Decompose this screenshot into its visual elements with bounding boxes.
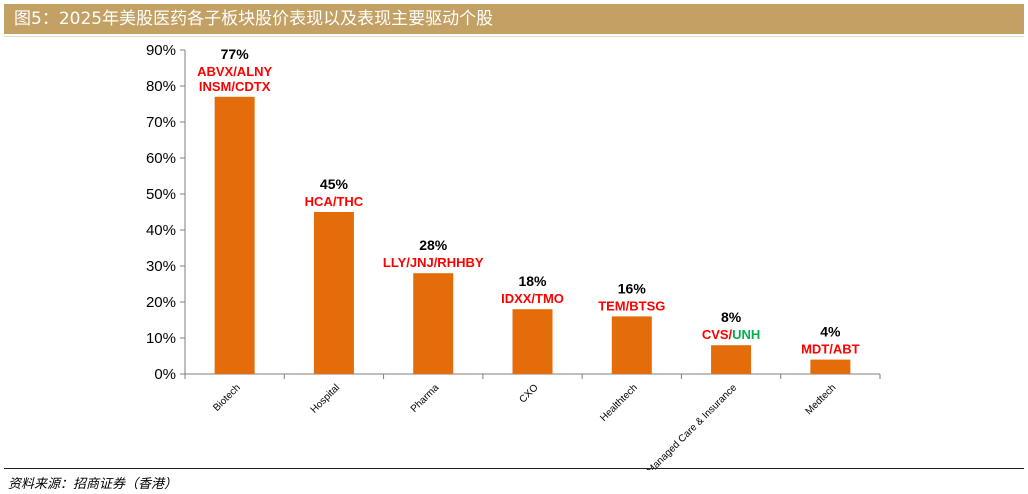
y-tick-label: 30% bbox=[146, 258, 176, 275]
driver-label: HCA/THC bbox=[305, 194, 364, 209]
category-label: Biotech bbox=[211, 382, 242, 413]
bar bbox=[413, 273, 454, 374]
driver-ticker: LLY/JNJ/RHHBY bbox=[383, 255, 484, 270]
bar bbox=[313, 212, 354, 374]
value-label: 18% bbox=[518, 273, 547, 289]
value-label: 28% bbox=[419, 237, 448, 253]
driver-ticker: MDT/ABT bbox=[801, 342, 860, 357]
figure-source: 资料来源：招商证券（香港） bbox=[8, 477, 178, 492]
category-label: Managed Care & Insurance bbox=[645, 382, 740, 470]
bar bbox=[512, 309, 553, 374]
y-tick-label: 20% bbox=[146, 294, 176, 311]
value-label: 8% bbox=[721, 309, 742, 325]
category-label: Healthtech bbox=[598, 382, 640, 424]
y-tick-label: 60% bbox=[146, 150, 176, 167]
driver-label: INSM/CDTX bbox=[199, 79, 271, 94]
y-tick-label: 40% bbox=[146, 222, 176, 239]
category-label: Pharma bbox=[409, 382, 442, 415]
bar bbox=[214, 96, 255, 375]
driver-label: IDXX/TMO bbox=[501, 291, 564, 306]
driver-ticker: HCA/THC bbox=[305, 194, 364, 209]
driver-label: TEM/BTSG bbox=[598, 298, 665, 313]
value-label: 77% bbox=[221, 46, 250, 62]
bar bbox=[711, 345, 752, 374]
figure-header: 图5：2025年美股医药各子板块股价表现以及表现主要驱动个股 bbox=[4, 4, 1024, 34]
y-tick-label: 70% bbox=[146, 114, 176, 131]
driver-label: MDT/ABT bbox=[801, 342, 860, 357]
value-label: 45% bbox=[320, 176, 349, 192]
category-label: Hospital bbox=[309, 382, 342, 415]
category-label: CXO bbox=[518, 382, 541, 405]
top-rule bbox=[4, 36, 1024, 37]
y-tick-label: 90% bbox=[146, 42, 176, 59]
bar bbox=[611, 316, 652, 374]
y-tick-label: 80% bbox=[146, 78, 176, 95]
driver-label: CVS/UNH bbox=[702, 327, 761, 342]
driver-ticker: IDXX/TMO bbox=[501, 291, 564, 306]
driver-label: ABVX/ALNY bbox=[197, 64, 272, 79]
category-label: Medtech bbox=[804, 382, 839, 417]
value-label: 16% bbox=[618, 280, 647, 296]
driver-ticker: UNH bbox=[732, 327, 760, 342]
value-label: 4% bbox=[820, 324, 841, 340]
driver-ticker: ABVX/ALNY bbox=[197, 64, 272, 79]
y-tick-label: 50% bbox=[146, 186, 176, 203]
driver-label: LLY/JNJ/RHHBY bbox=[383, 255, 484, 270]
bar-chart: 0% 10% 20% 30% 40% 50% 60% 70% 80% 90% 77% ABVX/ALN… bbox=[146, 42, 881, 470]
y-tick-label: 10% bbox=[146, 330, 176, 347]
driver-ticker: TEM/BTSG bbox=[598, 298, 665, 313]
driver-ticker: CVS/ bbox=[702, 327, 733, 342]
y-tick-label: 0% bbox=[154, 366, 176, 383]
figure-title: 图5：2025年美股医药各子板块股价表现以及表现主要驱动个股 bbox=[14, 9, 494, 29]
driver-ticker: INSM/CDTX bbox=[199, 79, 271, 94]
bar bbox=[810, 359, 851, 374]
bottom-rule bbox=[4, 468, 1024, 469]
